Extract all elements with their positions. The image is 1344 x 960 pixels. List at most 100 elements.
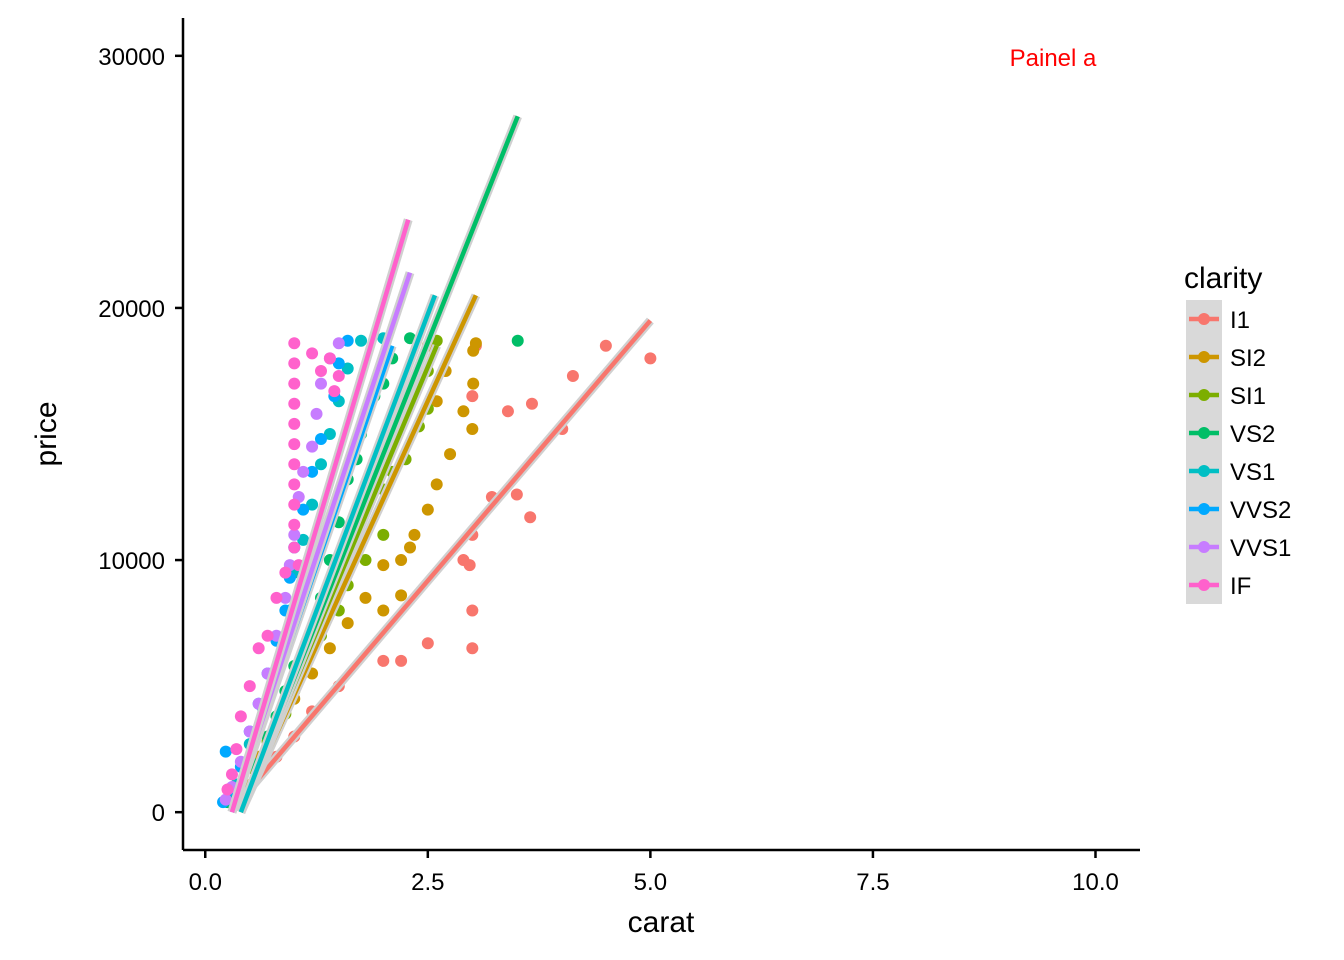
data-point <box>359 554 372 567</box>
data-point <box>230 743 243 756</box>
data-point <box>359 591 372 604</box>
data-point <box>288 528 301 541</box>
data-point <box>288 458 301 471</box>
data-point <box>466 604 479 617</box>
data-point <box>261 629 274 642</box>
data-point <box>270 591 283 604</box>
data-point <box>297 503 310 516</box>
data-point <box>377 528 390 541</box>
data-point <box>408 528 421 541</box>
data-point <box>510 488 523 501</box>
data-point <box>395 554 408 567</box>
y-tick-label: 20000 <box>98 296 165 323</box>
x-tick-label: 2.5 <box>411 869 444 896</box>
data-point <box>288 541 301 554</box>
legend: clarity I1 SI2 SI1 VS2 VS1 VVS2 VVS1 IF <box>1184 262 1291 604</box>
data-point <box>288 417 301 430</box>
data-point <box>466 642 479 655</box>
data-point <box>297 533 310 546</box>
data-point <box>377 604 390 617</box>
data-point <box>314 364 327 377</box>
data-point <box>395 589 408 602</box>
legend-key-dot <box>1198 465 1210 477</box>
data-point <box>332 337 345 350</box>
data-point <box>444 448 457 461</box>
data-point <box>466 390 479 403</box>
data-point <box>234 710 247 723</box>
data-point <box>341 617 354 630</box>
data-point <box>288 518 301 531</box>
data-point <box>566 370 579 383</box>
data-point <box>323 352 336 365</box>
data-point <box>524 511 537 524</box>
data-point <box>457 405 470 418</box>
data-point <box>219 745 232 758</box>
legend-title: clarity <box>1184 262 1262 295</box>
x-tick-label: 10.0 <box>1072 869 1119 896</box>
data-point <box>511 334 524 347</box>
data-point <box>525 397 538 410</box>
data-point <box>288 478 301 491</box>
data-point <box>225 768 238 781</box>
legend-label: SI2 <box>1230 345 1266 372</box>
data-point <box>279 566 292 579</box>
data-point <box>288 337 301 350</box>
data-point <box>221 783 234 796</box>
data-point <box>457 554 470 567</box>
fit-line <box>230 319 653 812</box>
legend-key-dot <box>1198 579 1210 591</box>
legend-label: VS1 <box>1230 459 1275 486</box>
data-point <box>306 498 319 511</box>
data-point <box>310 407 323 420</box>
legend-key-dot <box>1198 541 1210 553</box>
data-point <box>395 654 408 667</box>
legend-label: I1 <box>1230 307 1250 334</box>
x-tick-label: 0.0 <box>189 869 222 896</box>
data-point <box>421 503 434 516</box>
data-point <box>644 352 657 365</box>
data-point <box>306 440 319 453</box>
data-point <box>404 541 417 554</box>
data-point <box>323 642 336 655</box>
legend-key-dot <box>1198 503 1210 515</box>
data-point <box>599 339 612 352</box>
y-tick-label: 30000 <box>98 44 165 71</box>
legend-label: VVS1 <box>1230 535 1291 562</box>
data-point <box>328 385 341 398</box>
data-point <box>288 438 301 451</box>
data-point <box>314 433 327 446</box>
data-point <box>288 377 301 390</box>
data-point <box>297 465 310 478</box>
data-point <box>341 362 354 375</box>
legend-label: IF <box>1230 573 1251 600</box>
data-point <box>501 405 514 418</box>
data-point <box>219 793 232 806</box>
data-point <box>288 498 301 511</box>
data-point <box>332 357 345 370</box>
data-point <box>467 344 480 357</box>
data-point <box>332 370 345 383</box>
fit-line <box>229 219 411 813</box>
data-point <box>467 377 480 390</box>
legend-keys: I1 SI2 SI1 VS2 VS1 VVS2 VVS1 IF <box>1186 300 1291 604</box>
x-tick-label: 7.5 <box>856 869 889 896</box>
legend-key-dot <box>1198 313 1210 325</box>
x-axis-title: carat <box>628 906 695 939</box>
fit-lines <box>227 114 654 815</box>
data-point <box>430 478 443 491</box>
data-point <box>288 397 301 410</box>
data-point <box>252 642 265 655</box>
x-tick-label: 5.0 <box>634 869 667 896</box>
data-point <box>377 559 390 572</box>
legend-key-dot <box>1198 389 1210 401</box>
data-point <box>279 591 292 604</box>
y-axis-title: price <box>30 401 63 466</box>
data-point <box>314 458 327 471</box>
y-tick-label: 10000 <box>98 548 165 575</box>
data-point <box>377 654 390 667</box>
panel-annotation: Painel a <box>1010 45 1097 72</box>
data-point <box>314 377 327 390</box>
x-axis-ticks: 0.0 2.5 5.0 7.5 10.0 <box>189 850 1119 896</box>
legend-label: VVS2 <box>1230 497 1291 524</box>
